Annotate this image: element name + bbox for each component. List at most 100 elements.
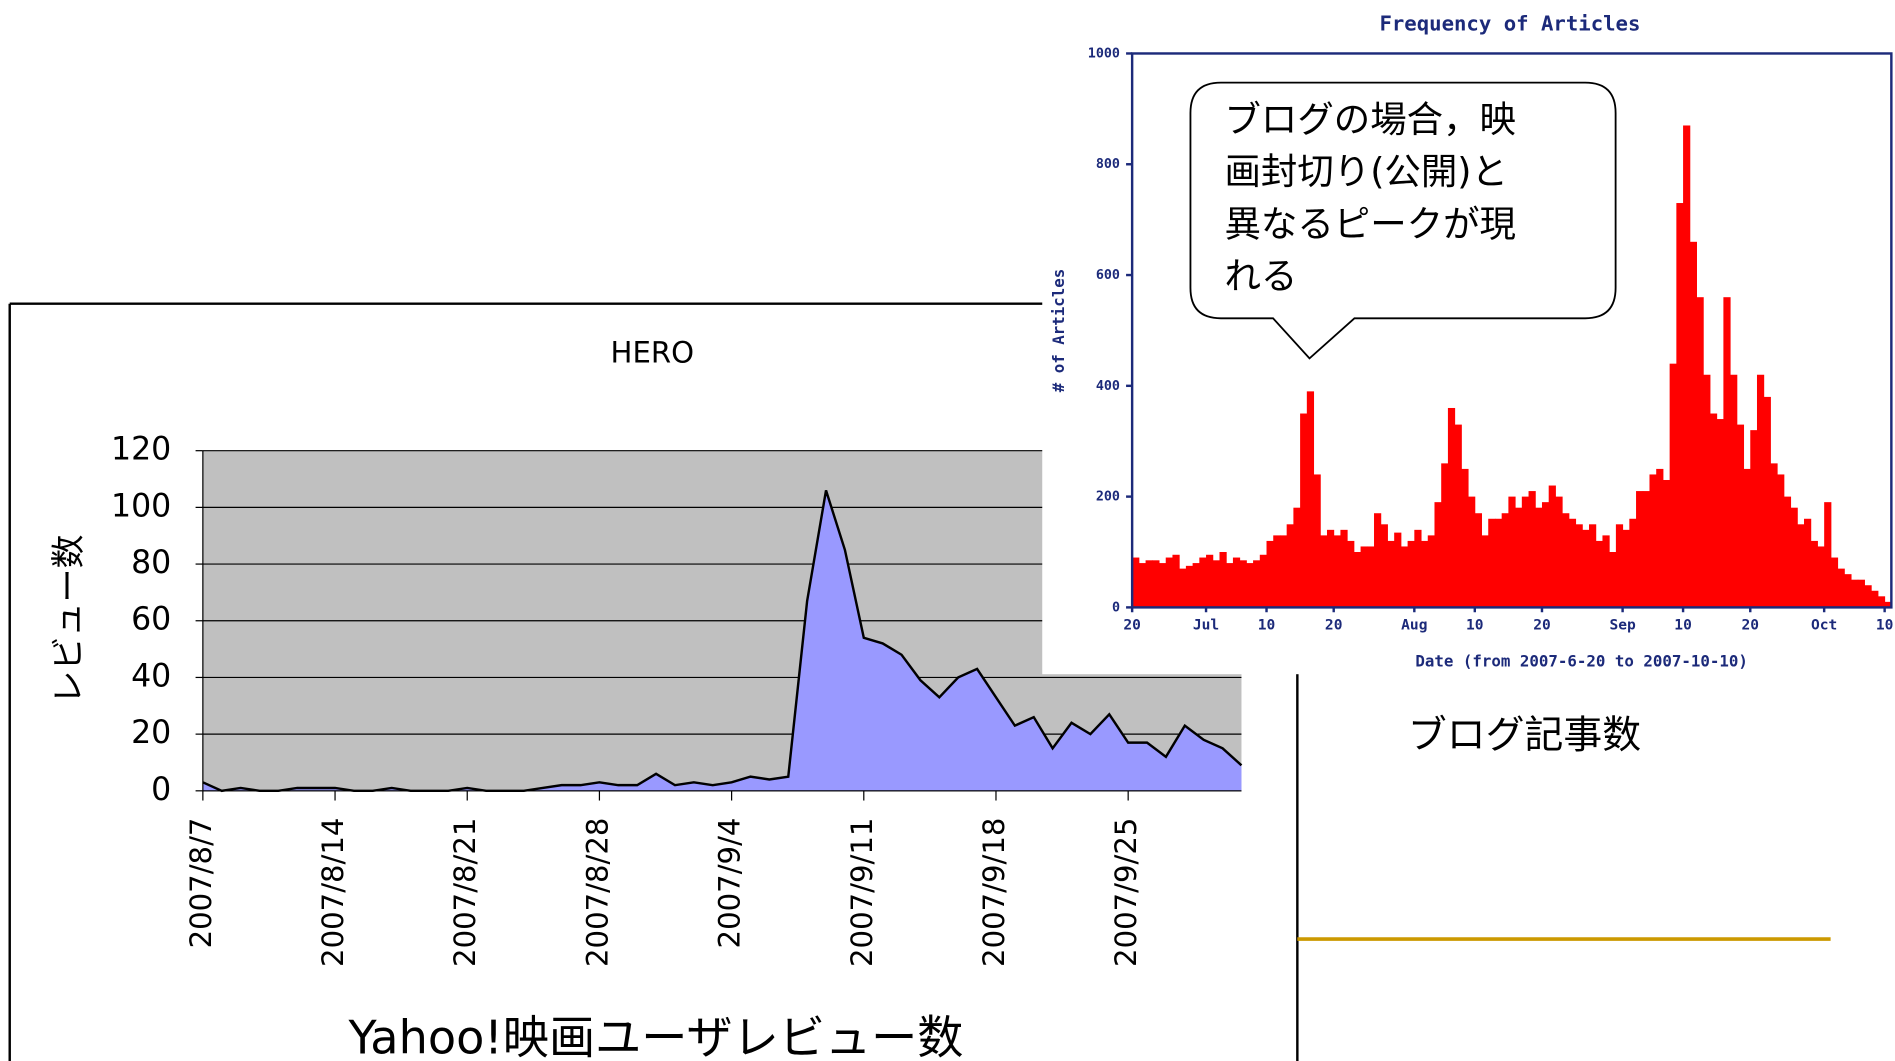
- bar: [1824, 502, 1832, 608]
- bar: [1481, 535, 1489, 608]
- bar: [1353, 552, 1362, 608]
- bar: [1394, 532, 1402, 608]
- bar: [1810, 540, 1818, 608]
- bar: [1447, 407, 1456, 608]
- y-tick-label: 120: [111, 432, 171, 468]
- bar: [1837, 568, 1845, 608]
- y-tick-label: 0: [151, 772, 171, 808]
- bar: [1622, 529, 1630, 608]
- y-tick-label: 40: [131, 658, 171, 694]
- bar: [1709, 413, 1718, 608]
- y-tick-label: 60: [131, 602, 171, 638]
- bar: [1239, 560, 1247, 608]
- callout-text: ブログの場合，映: [1224, 98, 1516, 141]
- bar: [1562, 513, 1570, 608]
- bar: [1360, 546, 1368, 608]
- x-tick-label: 2007/8/14: [316, 818, 350, 967]
- bar: [1864, 585, 1872, 608]
- bar: [1253, 560, 1261, 608]
- bar: [1851, 579, 1859, 608]
- y-tick-label: 0: [1112, 600, 1120, 615]
- bar: [1434, 502, 1442, 608]
- x-tick-label: 10: [1674, 617, 1692, 634]
- bar: [1797, 524, 1805, 608]
- bar: [1145, 560, 1153, 608]
- bar: [1165, 557, 1173, 608]
- bar: [1770, 463, 1778, 608]
- bar: [1830, 557, 1839, 608]
- x-tick-label: Aug: [1401, 617, 1427, 634]
- bar: [1642, 491, 1650, 608]
- chart-title: HERO: [611, 336, 695, 370]
- bar: [1609, 552, 1617, 608]
- bar: [1340, 529, 1348, 608]
- x-tick-label: 20: [1533, 617, 1551, 634]
- bar: [1367, 546, 1375, 608]
- y-tick-label: 100: [111, 488, 171, 524]
- bar: [1461, 468, 1469, 608]
- bar: [1736, 424, 1745, 608]
- plot-border: [1130, 52, 1893, 609]
- blog-chart: Frequency of Articles # of Articles Date…: [1049, 11, 1894, 758]
- bar: [1730, 374, 1738, 608]
- bar: [1454, 424, 1462, 608]
- x-tick-label: Oct: [1811, 617, 1837, 634]
- bar: [1306, 391, 1315, 608]
- bar: [1777, 474, 1785, 608]
- bar: [1636, 491, 1644, 608]
- bar: [1683, 125, 1691, 608]
- y-axis-label: # of Articles: [1049, 269, 1068, 393]
- callout-text: 異なるピークが現: [1224, 202, 1516, 245]
- bar: [1541, 502, 1550, 608]
- bar: [1723, 297, 1731, 608]
- bar: [1669, 363, 1677, 608]
- bar: [1656, 468, 1664, 608]
- bar: [1387, 540, 1395, 608]
- y-tick-label: 400: [1096, 379, 1120, 394]
- x-tick-label: 2007/9/18: [977, 818, 1011, 967]
- bar: [1743, 468, 1751, 608]
- bar: [1857, 579, 1865, 608]
- bar: [1138, 563, 1147, 608]
- area: [202, 490, 1242, 791]
- y-tick-label: 1000: [1088, 46, 1120, 61]
- bar: [1602, 535, 1610, 608]
- y-tick-label: 80: [131, 545, 171, 581]
- bar: [1192, 563, 1200, 608]
- y-axis-label: レビュー数: [49, 535, 89, 705]
- bar: [1152, 560, 1160, 608]
- x-tick-label: Jul: [1193, 617, 1219, 634]
- bar: [1468, 496, 1476, 608]
- bar: [1172, 554, 1180, 608]
- bar: [1676, 203, 1684, 608]
- x-tick-label: 10: [1876, 617, 1894, 634]
- bar: [1400, 546, 1409, 608]
- bar: [1320, 535, 1328, 608]
- bar: [1259, 554, 1268, 608]
- bar: [1273, 535, 1281, 608]
- bar: [1817, 546, 1825, 608]
- bar: [1804, 518, 1812, 608]
- bar: [1347, 540, 1355, 608]
- bar: [1521, 496, 1530, 608]
- bar: [1582, 529, 1590, 608]
- bar: [1421, 540, 1429, 608]
- bar: [1279, 535, 1288, 608]
- bar: [1568, 518, 1577, 608]
- bar: [1871, 590, 1879, 608]
- x-tick-label: 20: [1123, 617, 1141, 634]
- x-tick-label: 10: [1466, 617, 1484, 634]
- bar: [1185, 565, 1194, 608]
- bar: [1649, 474, 1657, 608]
- x-tick-label: 2007/9/4: [713, 818, 747, 949]
- bar: [1414, 529, 1422, 608]
- bar: [1750, 430, 1758, 608]
- callout-text: れる: [1224, 255, 1297, 298]
- y-tick-label: 20: [131, 715, 171, 751]
- bar: [1226, 563, 1234, 608]
- bar: [1528, 491, 1536, 608]
- bar: [1555, 496, 1563, 608]
- x-tick-label: 2007/9/11: [845, 818, 879, 967]
- bar: [1427, 535, 1435, 608]
